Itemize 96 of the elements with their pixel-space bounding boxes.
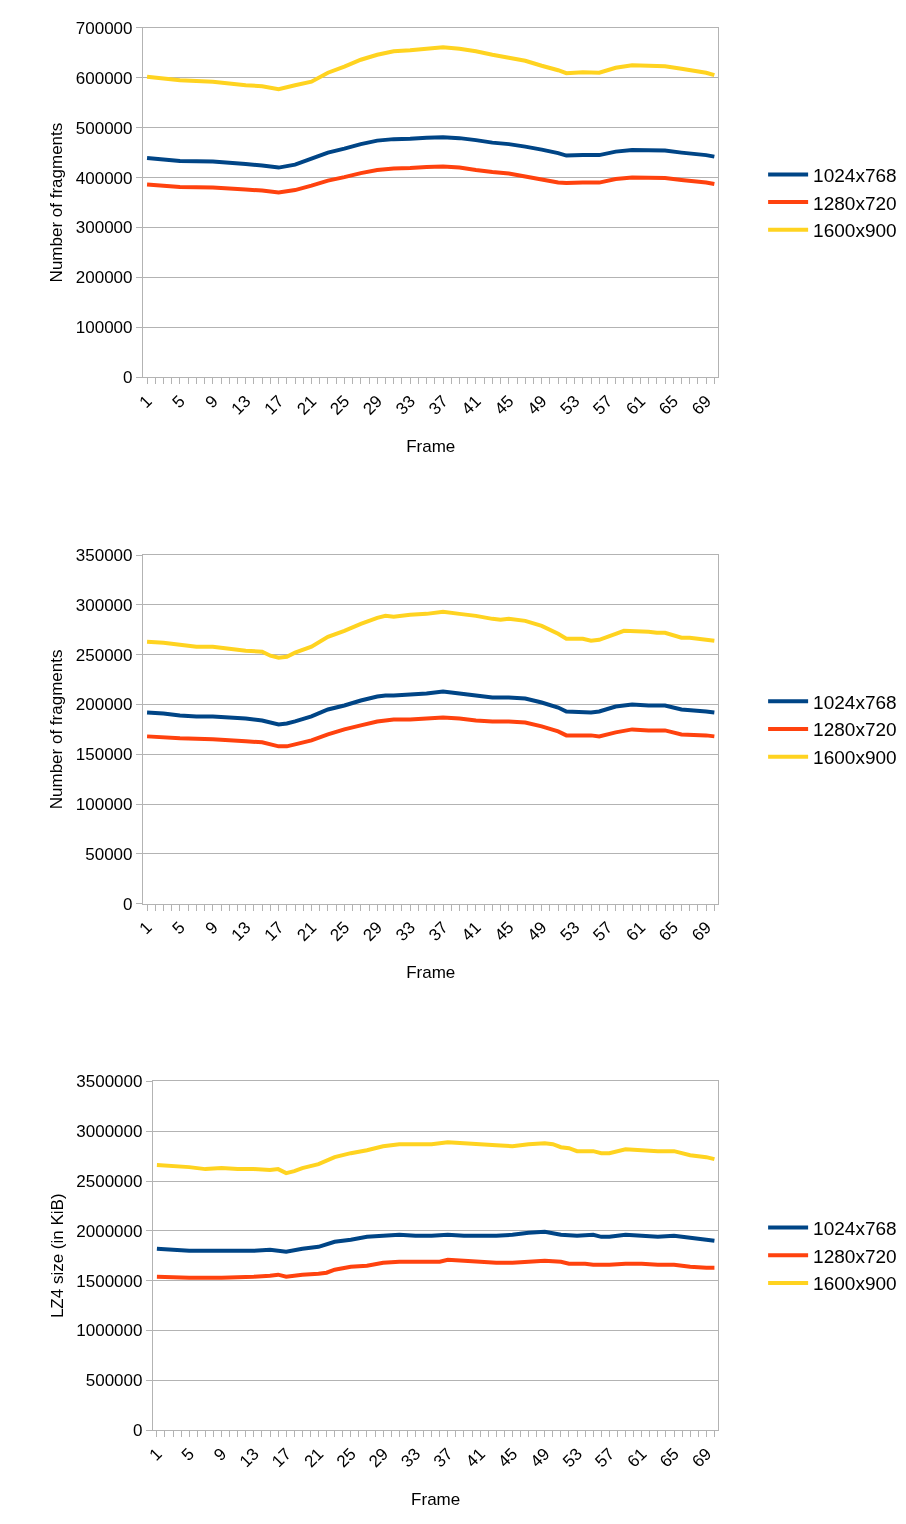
x-tick-label: 53 <box>556 391 584 419</box>
y-tick-label: 350000 <box>75 546 133 566</box>
x-tick-label: 45 <box>494 1444 522 1472</box>
x-tick-label: 5 <box>168 918 189 939</box>
x-tick-label: 45 <box>490 918 518 945</box>
x-tick-label: 33 <box>392 918 419 945</box>
x-tick-label: 29 <box>359 391 387 419</box>
legend-label: 1024x768 <box>813 1218 897 1240</box>
legend-label: 1600x900 <box>813 747 897 769</box>
x-tick-label: 17 <box>260 918 288 945</box>
y-tick-label: 1500000 <box>76 1271 143 1291</box>
legend-label: 1280x720 <box>813 1245 897 1267</box>
x-tick-label: 41 <box>457 391 485 419</box>
x-tick-label: 37 <box>429 1444 457 1472</box>
x-tick-label: 17 <box>268 1444 296 1472</box>
x-tick-label: 37 <box>425 918 452 945</box>
y-tick-label: 250000 <box>75 645 133 665</box>
legend-label: 1600x900 <box>813 220 897 242</box>
legend-label: 1280x720 <box>813 192 897 214</box>
legend-label: 1600x900 <box>813 1273 897 1295</box>
x-tick-label: 13 <box>227 918 255 945</box>
x-tick-label: 9 <box>201 918 222 939</box>
y-tick-label: 300000 <box>75 595 133 615</box>
y-tick-label: 100000 <box>75 795 133 815</box>
y-tick-label: 0 <box>123 368 133 388</box>
x-tick-label: 17 <box>260 391 288 419</box>
x-tick-label: 9 <box>210 1444 231 1465</box>
x-tick-label: 1 <box>145 1444 166 1465</box>
x-tick-label: 65 <box>655 918 683 945</box>
x-tick-label: 57 <box>589 918 617 945</box>
x-tick-label: 69 <box>688 1444 716 1472</box>
y-tick-label: 0 <box>123 894 133 914</box>
y-tick-label: 3000000 <box>76 1122 143 1142</box>
y-tick-label: 0 <box>133 1421 143 1441</box>
legend-label: 1024x768 <box>813 164 897 186</box>
x-tick-label: 33 <box>392 391 419 419</box>
x-tick-label: 61 <box>623 1444 651 1472</box>
x-tick-label: 45 <box>490 391 518 419</box>
x-tick-label: 25 <box>326 391 354 419</box>
x-tick-label: 53 <box>556 918 584 945</box>
x-tick-label: 1 <box>135 391 156 412</box>
x-tick-label: 61 <box>622 391 650 419</box>
x-tick-label: 13 <box>227 391 255 419</box>
x-tick-label: 21 <box>300 1444 328 1472</box>
x-tick-label: 57 <box>591 1444 619 1472</box>
y-tick-label: 200000 <box>75 268 133 288</box>
y-tick-label: 1000000 <box>76 1321 143 1341</box>
y-tick-label: 2000000 <box>76 1221 143 1241</box>
y-tick-label: 300000 <box>75 218 133 238</box>
x-tick-label: 13 <box>235 1444 263 1472</box>
y-tick-label: 50000 <box>85 844 133 864</box>
line-series <box>154 1140 717 1176</box>
x-tick-label: 53 <box>559 1444 586 1472</box>
x-tick-label: 1 <box>135 918 156 939</box>
x-tick-label: 25 <box>332 1444 360 1472</box>
x-tick-label: 49 <box>523 918 551 945</box>
x-tick-label: 41 <box>462 1444 489 1472</box>
x-axis-title: Frame <box>411 1489 461 1509</box>
y-tick-label: 100000 <box>75 318 133 338</box>
x-tick-label: 29 <box>359 918 387 945</box>
y-axis-title: LZ4 size (in KiB) <box>47 1193 67 1319</box>
line-series <box>145 715 717 749</box>
x-tick-label: 69 <box>688 918 715 945</box>
y-tick-label: 500000 <box>85 1371 143 1391</box>
x-axis-title: Frame <box>406 436 456 456</box>
x-tick-label: 49 <box>526 1444 554 1472</box>
x-tick-label: 65 <box>656 1444 683 1472</box>
x-tick-label: 41 <box>457 918 485 945</box>
y-axis-title: Number of fragments <box>47 122 67 283</box>
y-axis-title: Number of fragments <box>47 649 67 810</box>
x-tick-label: 25 <box>326 918 354 945</box>
x-tick-label: 49 <box>523 391 551 419</box>
y-tick-label: 3500000 <box>76 1072 143 1092</box>
x-tick-label: 21 <box>293 918 321 945</box>
y-tick-label: 700000 <box>75 18 133 38</box>
y-tick-label: 500000 <box>75 118 133 138</box>
x-tick-label: 57 <box>589 391 617 419</box>
x-tick-label: 37 <box>425 391 452 419</box>
y-tick-label: 600000 <box>75 68 133 88</box>
x-tick-label: 29 <box>365 1444 392 1472</box>
x-axis-title: Frame <box>406 963 456 983</box>
x-tick-label: 5 <box>177 1444 199 1465</box>
y-tick-label: 400000 <box>75 168 133 188</box>
y-tick-label: 150000 <box>75 745 133 765</box>
line-series <box>145 135 717 170</box>
x-tick-label: 9 <box>201 391 222 412</box>
x-tick-label: 5 <box>168 391 189 412</box>
x-tick-label: 65 <box>655 391 683 419</box>
x-tick-label: 69 <box>688 391 715 419</box>
x-tick-label: 61 <box>622 918 650 945</box>
y-tick-label: 2500000 <box>76 1172 143 1192</box>
y-tick-label: 200000 <box>75 695 133 715</box>
x-tick-label: 33 <box>397 1444 425 1472</box>
legend-label: 1024x768 <box>813 691 897 713</box>
x-tick-label: 21 <box>293 391 321 419</box>
legend-label: 1280x720 <box>813 719 897 741</box>
